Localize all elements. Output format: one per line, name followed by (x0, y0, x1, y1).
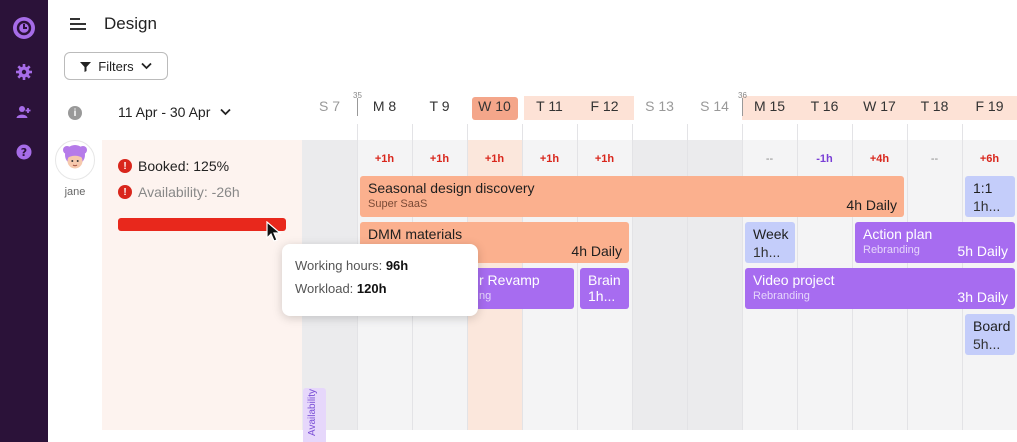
day-header: S 13 (645, 98, 674, 114)
task-name: DMM materials (368, 226, 463, 242)
app-logo-icon[interactable] (12, 16, 36, 40)
alert-icon: ! (118, 185, 132, 199)
task-hours: 5h Daily (957, 243, 1008, 259)
tooltip-working-hours: Working hours: 96h (295, 258, 409, 273)
task-name: Week (753, 226, 789, 242)
capacity-delta: -- (930, 153, 939, 165)
day-header: F 12 (590, 98, 619, 114)
week-divider (357, 98, 358, 116)
task-hours: 5h... (973, 336, 1001, 352)
svg-text:?: ? (21, 146, 27, 159)
day-header: M 8 (372, 98, 397, 114)
header-band (742, 96, 1017, 120)
header-band (524, 96, 634, 120)
task-name: Board (973, 318, 1011, 334)
task-hours: 1h... (973, 198, 1001, 214)
today-highlight (472, 97, 518, 120)
availability-tab[interactable]: Availability (303, 388, 326, 442)
task-hours: 1h... (753, 244, 781, 260)
gear-icon[interactable] (12, 60, 36, 84)
task-seasonal-design-discovery[interactable]: Seasonal design discovery Super SaaS 4h … (360, 176, 904, 217)
column-divider (687, 124, 688, 430)
task-name: Seasonal design discovery (368, 180, 535, 196)
capacity-delta: +1h (539, 153, 560, 165)
task-week[interactable]: Week 1h... (745, 222, 795, 263)
task-name: 1:1 (973, 180, 993, 196)
task-hours: 4h Daily (846, 197, 897, 213)
people-icon[interactable] (12, 100, 36, 124)
week-number: 35 (353, 91, 362, 100)
info-icon[interactable]: i (68, 106, 82, 120)
task-hours: 1h... (588, 288, 616, 304)
capacity-delta: +1h (374, 153, 395, 165)
capacity-delta: -1h (816, 153, 833, 165)
task-action-plan[interactable]: Action plan Rebranding 5h Daily (855, 222, 1015, 263)
workload-bar[interactable] (118, 218, 286, 231)
page-title: Design (104, 14, 157, 33)
day-header: T 11 (536, 98, 563, 114)
task-brain[interactable]: Brain 1h... (580, 268, 629, 309)
task-revamp[interactable]: r Revamp ng (470, 268, 574, 309)
task-name: r Revamp (479, 272, 540, 288)
filters-button[interactable]: Filters (64, 52, 168, 80)
availability-tab-label: Availability (307, 388, 318, 436)
date-range-label: 11 Apr - 30 Apr (118, 104, 211, 120)
tooltip-workload: Workload: 120h (295, 281, 387, 296)
task-one-on-one[interactable]: 1:1 1h... (965, 176, 1015, 217)
day-header: T 18 (920, 98, 949, 114)
day-header: M 15 (753, 98, 786, 114)
booked-label: Booked: 125% (138, 158, 230, 174)
sidebar: ? (0, 0, 48, 442)
task-client: Super SaaS (368, 198, 428, 210)
avatar[interactable] (55, 140, 95, 180)
availability-label: Availability: -26h (138, 184, 240, 200)
booked-stat: ! Booked: 125% (118, 158, 229, 174)
capacity-delta: +4h (869, 153, 890, 165)
filters-label: Filters (98, 58, 134, 74)
capacity-delta: +6h (979, 153, 1000, 165)
task-name: Action plan (863, 226, 933, 242)
task-name: Video project (753, 272, 835, 288)
menu-toggle-icon[interactable] (68, 15, 88, 33)
task-hours: 4h Daily (571, 243, 622, 259)
day-header: W 17 (863, 98, 896, 114)
day-header: S 7 (318, 98, 340, 114)
capacity-delta: -- (765, 153, 774, 165)
person-stats-panel (102, 140, 302, 430)
column-divider (632, 124, 633, 430)
task-client: ng (479, 290, 492, 302)
column-divider (742, 124, 743, 430)
task-hours: 3h Daily (957, 289, 1008, 305)
week-number: 36 (738, 91, 747, 100)
workload-tooltip: Working hours: 96h Workload: 120h (282, 244, 478, 316)
task-client: Rebranding (753, 290, 810, 302)
date-range-picker[interactable]: 11 Apr - 30 Apr (118, 104, 231, 120)
filter-icon (80, 61, 92, 72)
mouse-cursor-icon (266, 220, 282, 248)
task-video-project[interactable]: Video project Rebranding 3h Daily (745, 268, 1015, 309)
chevron-down-icon (220, 108, 231, 116)
person-name: jane (64, 186, 86, 198)
capacity-delta: +1h (429, 153, 450, 165)
day-header: W 10 (478, 98, 511, 114)
day-header: T 16 (810, 98, 839, 114)
capacity-delta: +1h (594, 153, 615, 165)
capacity-delta: +1h (484, 153, 505, 165)
task-board[interactable]: Board 5h... (965, 314, 1015, 355)
day-header: S 14 (700, 98, 729, 114)
task-name: Brain (588, 272, 621, 288)
column-divider (577, 124, 578, 430)
day-header: T 9 (429, 98, 450, 114)
alert-icon: ! (118, 159, 132, 173)
week-divider (742, 98, 743, 116)
availability-stat: ! Availability: -26h (118, 184, 240, 200)
task-client: Rebranding (863, 244, 920, 256)
chevron-down-icon (141, 62, 152, 70)
help-icon[interactable]: ? (12, 140, 36, 164)
day-header: F 19 (975, 98, 1004, 114)
